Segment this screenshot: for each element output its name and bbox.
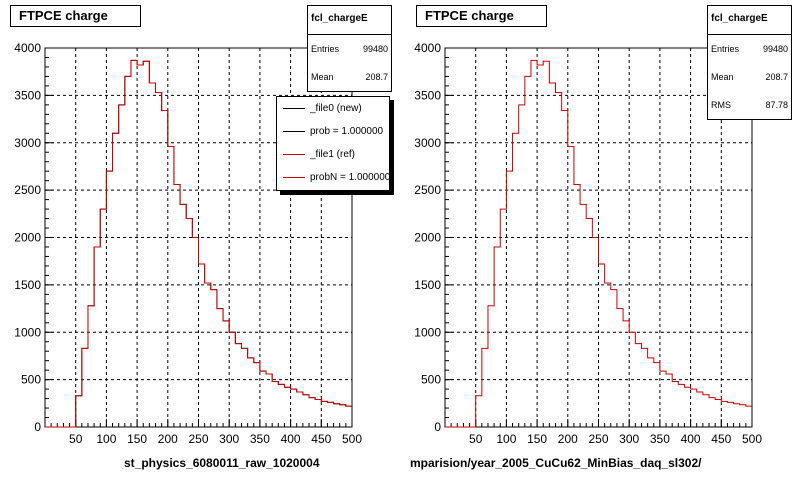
legend-swatch-probn: [283, 177, 305, 178]
left-x-tick-label: 150: [127, 432, 147, 446]
left-x-tick-label: 450: [311, 432, 331, 446]
legend-swatch-ref: [283, 154, 305, 155]
stats-key: Mean: [711, 72, 734, 82]
right-x-tick-label: 300: [619, 432, 639, 446]
right-x-tick-label: 350: [650, 432, 670, 446]
right-stats-row-entries: Entries 99480: [708, 35, 791, 63]
legend-label: prob = 1.000000: [310, 126, 384, 137]
left-x-tick-label: 200: [158, 432, 178, 446]
right-y-tick-label: 1000: [414, 325, 441, 339]
left-x-tick-label: 500: [342, 432, 362, 446]
left-x-tick-label: 250: [188, 432, 208, 446]
left-stats-row-mean: Mean 208.7: [308, 63, 391, 91]
left-stats-box: fcl_chargeE Entries 99480 Mean 208.7: [307, 5, 392, 92]
left-y-tick-label: 3000: [14, 136, 41, 150]
legend-swatch-prob: [283, 131, 305, 132]
left-x-tick-label: 50: [69, 432, 83, 446]
right-y-tick-label: 3000: [414, 136, 441, 150]
stats-value: 99480: [362, 44, 388, 54]
right-y-tick-label: 1500: [414, 278, 441, 292]
legend-swatch-new: [283, 108, 305, 109]
right-pad: 50 100 150 200 250 300 350 400 450 500 0 500 1000 150…: [400, 0, 800, 480]
left-stats-row-entries: Entries 99480: [308, 35, 391, 63]
legend-entry-new: _file0 (new): [277, 97, 389, 120]
left-x-tick-label: 350: [250, 432, 270, 446]
left-y-tick-label: 0: [34, 420, 41, 434]
stats-key: Mean: [311, 72, 334, 82]
right-x-axis-title: mparision/year_2005_CuCu62_MinBias_daq_s…: [410, 456, 702, 470]
legend-label: _file1 (ref): [310, 149, 356, 160]
stats-value: 87.78: [765, 100, 788, 110]
left-y-tick-label: 4000: [14, 41, 41, 55]
stats-value: 208.7: [365, 72, 388, 82]
right-x-tick-label: 150: [527, 432, 547, 446]
right-series-hist-0: [445, 59, 752, 428]
right-histogram-plot: 50 100 150 200 250 300 350 400 450 500 0 500 1000 150…: [414, 41, 762, 446]
left-stats-name: fcl_chargeE: [308, 6, 391, 35]
right-x-tick-label: 100: [496, 432, 516, 446]
stats-key: RMS: [711, 100, 731, 110]
left-y-tick-label: 1500: [14, 278, 41, 292]
stats-key: Entries: [711, 44, 740, 54]
stats-key: Entries: [311, 44, 340, 54]
left-y-tick-label: 2500: [14, 183, 41, 197]
right-x-tick-label: 450: [711, 432, 731, 446]
right-stats-row-mean: Mean 208.7: [708, 63, 791, 91]
left-x-tick-label: 100: [96, 432, 116, 446]
stats-value: 99480: [762, 44, 788, 54]
left-x-tick-label: 300: [219, 432, 239, 446]
left-y-tick-label: 3500: [14, 88, 41, 102]
left-x-axis-title: st_physics_6080011_raw_1020004: [124, 456, 320, 470]
stats-value: 208.7: [765, 72, 788, 82]
right-x-tick-label: 50: [469, 432, 483, 446]
legend-label: probN = 1.000000: [310, 172, 390, 183]
right-x-tick-label: 250: [588, 432, 608, 446]
right-plot-title: FTPCE charge: [416, 5, 547, 27]
right-y-tick-label: 500: [421, 373, 441, 387]
left-pad: 50 100 150 200 250 300 350 400 450 500 0 500 1000 150…: [10, 5, 394, 470]
left-plot-title: FTPCE charge: [10, 5, 141, 27]
right-y-tick-label: 3500: [414, 88, 441, 102]
right-y-tick-label: 2500: [414, 183, 441, 197]
right-y-tick-label: 0: [434, 420, 441, 434]
legend-label: _file0 (new): [310, 103, 362, 114]
left-y-tick-label: 500: [21, 373, 41, 387]
legend-entry-ref: _file1 (ref): [277, 143, 389, 166]
right-stats-box: fcl_chargeE Entries 99480 Mean 208.7 RMS…: [707, 5, 792, 120]
legend-entry-probn: probN = 1.000000: [277, 166, 390, 189]
right-x-tick-label: 200: [558, 432, 578, 446]
left-y-tick-label: 2000: [14, 231, 41, 245]
legend-box: _file0 (new) prob = 1.000000 _file1 (ref…: [276, 96, 390, 191]
right-x-tick-label: 500: [742, 432, 762, 446]
right-stats-row-rms: RMS 87.78: [708, 91, 791, 119]
legend-entry-prob: prob = 1.000000: [277, 120, 389, 143]
left-series-file1-ref: [45, 59, 352, 428]
right-stats-name: fcl_chargeE: [708, 6, 791, 35]
right-x-tick-label: 400: [681, 432, 701, 446]
right-y-tick-label: 2000: [414, 231, 441, 245]
left-x-tick-label: 400: [281, 432, 301, 446]
right-y-tick-label: 4000: [414, 41, 441, 55]
left-y-tick-label: 1000: [14, 325, 41, 339]
